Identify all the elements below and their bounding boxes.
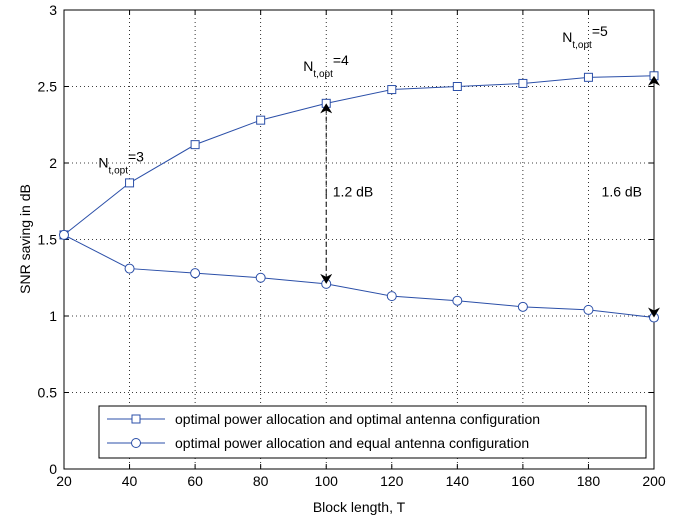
db-gap-label: 1.6 dB <box>602 184 642 200</box>
difference-arrows <box>320 75 660 318</box>
y-tick-label: 3 <box>49 2 57 18</box>
data-point-square <box>387 85 397 95</box>
x-tick-label: 60 <box>187 473 203 489</box>
x-tick-label: 40 <box>122 473 138 489</box>
n-opt-annotation: Nt,opt=4 <box>303 52 349 80</box>
legend: optimal power allocation and optimal ant… <box>98 405 647 459</box>
y-tick-label: 0 <box>49 461 57 477</box>
n-opt-annotation: Nt,opt=5 <box>562 23 608 51</box>
y-tick-label: 2.5 <box>38 79 58 95</box>
series-line-2 <box>63 234 655 319</box>
series-layer <box>59 71 659 323</box>
data-point-circle <box>386 291 397 302</box>
series-line-1 <box>63 75 655 236</box>
data-point-circle <box>583 304 594 315</box>
data-point-circle <box>452 295 463 306</box>
legend-marker-square <box>131 414 141 424</box>
data-point-square <box>125 178 135 188</box>
data-point-circle <box>649 312 659 323</box>
data-point-square <box>649 71 659 81</box>
legend-box <box>98 405 647 459</box>
data-point-circle <box>190 268 201 279</box>
y-tick-label: 2 <box>49 155 57 171</box>
n-opt-annotation: Nt,opt=3 <box>98 149 144 177</box>
data-point-square <box>452 82 462 91</box>
x-tick-label: 80 <box>253 473 269 489</box>
data-point-circle <box>255 272 266 283</box>
data-point-square <box>321 98 331 108</box>
x-tick-label: 100 <box>315 473 339 489</box>
x-axis-label: Block length, T <box>313 499 406 515</box>
plot-area <box>64 10 654 469</box>
data-point-circle <box>59 229 69 240</box>
legend-marker-circle <box>131 438 141 448</box>
y-tick-label: 0.5 <box>38 385 58 401</box>
y-tick-label: 1.5 <box>38 232 58 248</box>
axis-ticks: 20 40 60 80 100 120 140 160 180 200 0 0.5 1 1.5 2 2.5 3 <box>38 2 666 489</box>
x-tick-label: 140 <box>446 473 470 489</box>
data-point-circle <box>124 263 135 274</box>
data-point-square <box>190 140 200 150</box>
data-point-square <box>518 78 528 88</box>
db-gap-label: 1.2 dB <box>333 184 373 200</box>
legend-label-series-2: optimal power allocation and equal anten… <box>175 435 529 451</box>
y-tick-label: 1 <box>49 308 57 324</box>
data-point-circle <box>321 278 332 289</box>
x-tick-label: 20 <box>56 473 72 489</box>
annotations: Nt,opt=3 Nt,opt=4 Nt,opt=5 1.2 dB 1.6 dB <box>98 23 642 200</box>
x-tick-label: 120 <box>380 473 404 489</box>
data-point-square <box>256 115 266 125</box>
x-tick-label: 180 <box>577 473 601 489</box>
data-point-square <box>583 72 593 82</box>
x-tick-label: 160 <box>511 473 535 489</box>
legend-label-series-1: optimal power allocation and optimal ant… <box>175 411 540 427</box>
data-point-circle <box>517 301 528 312</box>
y-axis-label: SNR saving in dB <box>17 184 33 294</box>
x-tick-label: 200 <box>642 473 666 489</box>
